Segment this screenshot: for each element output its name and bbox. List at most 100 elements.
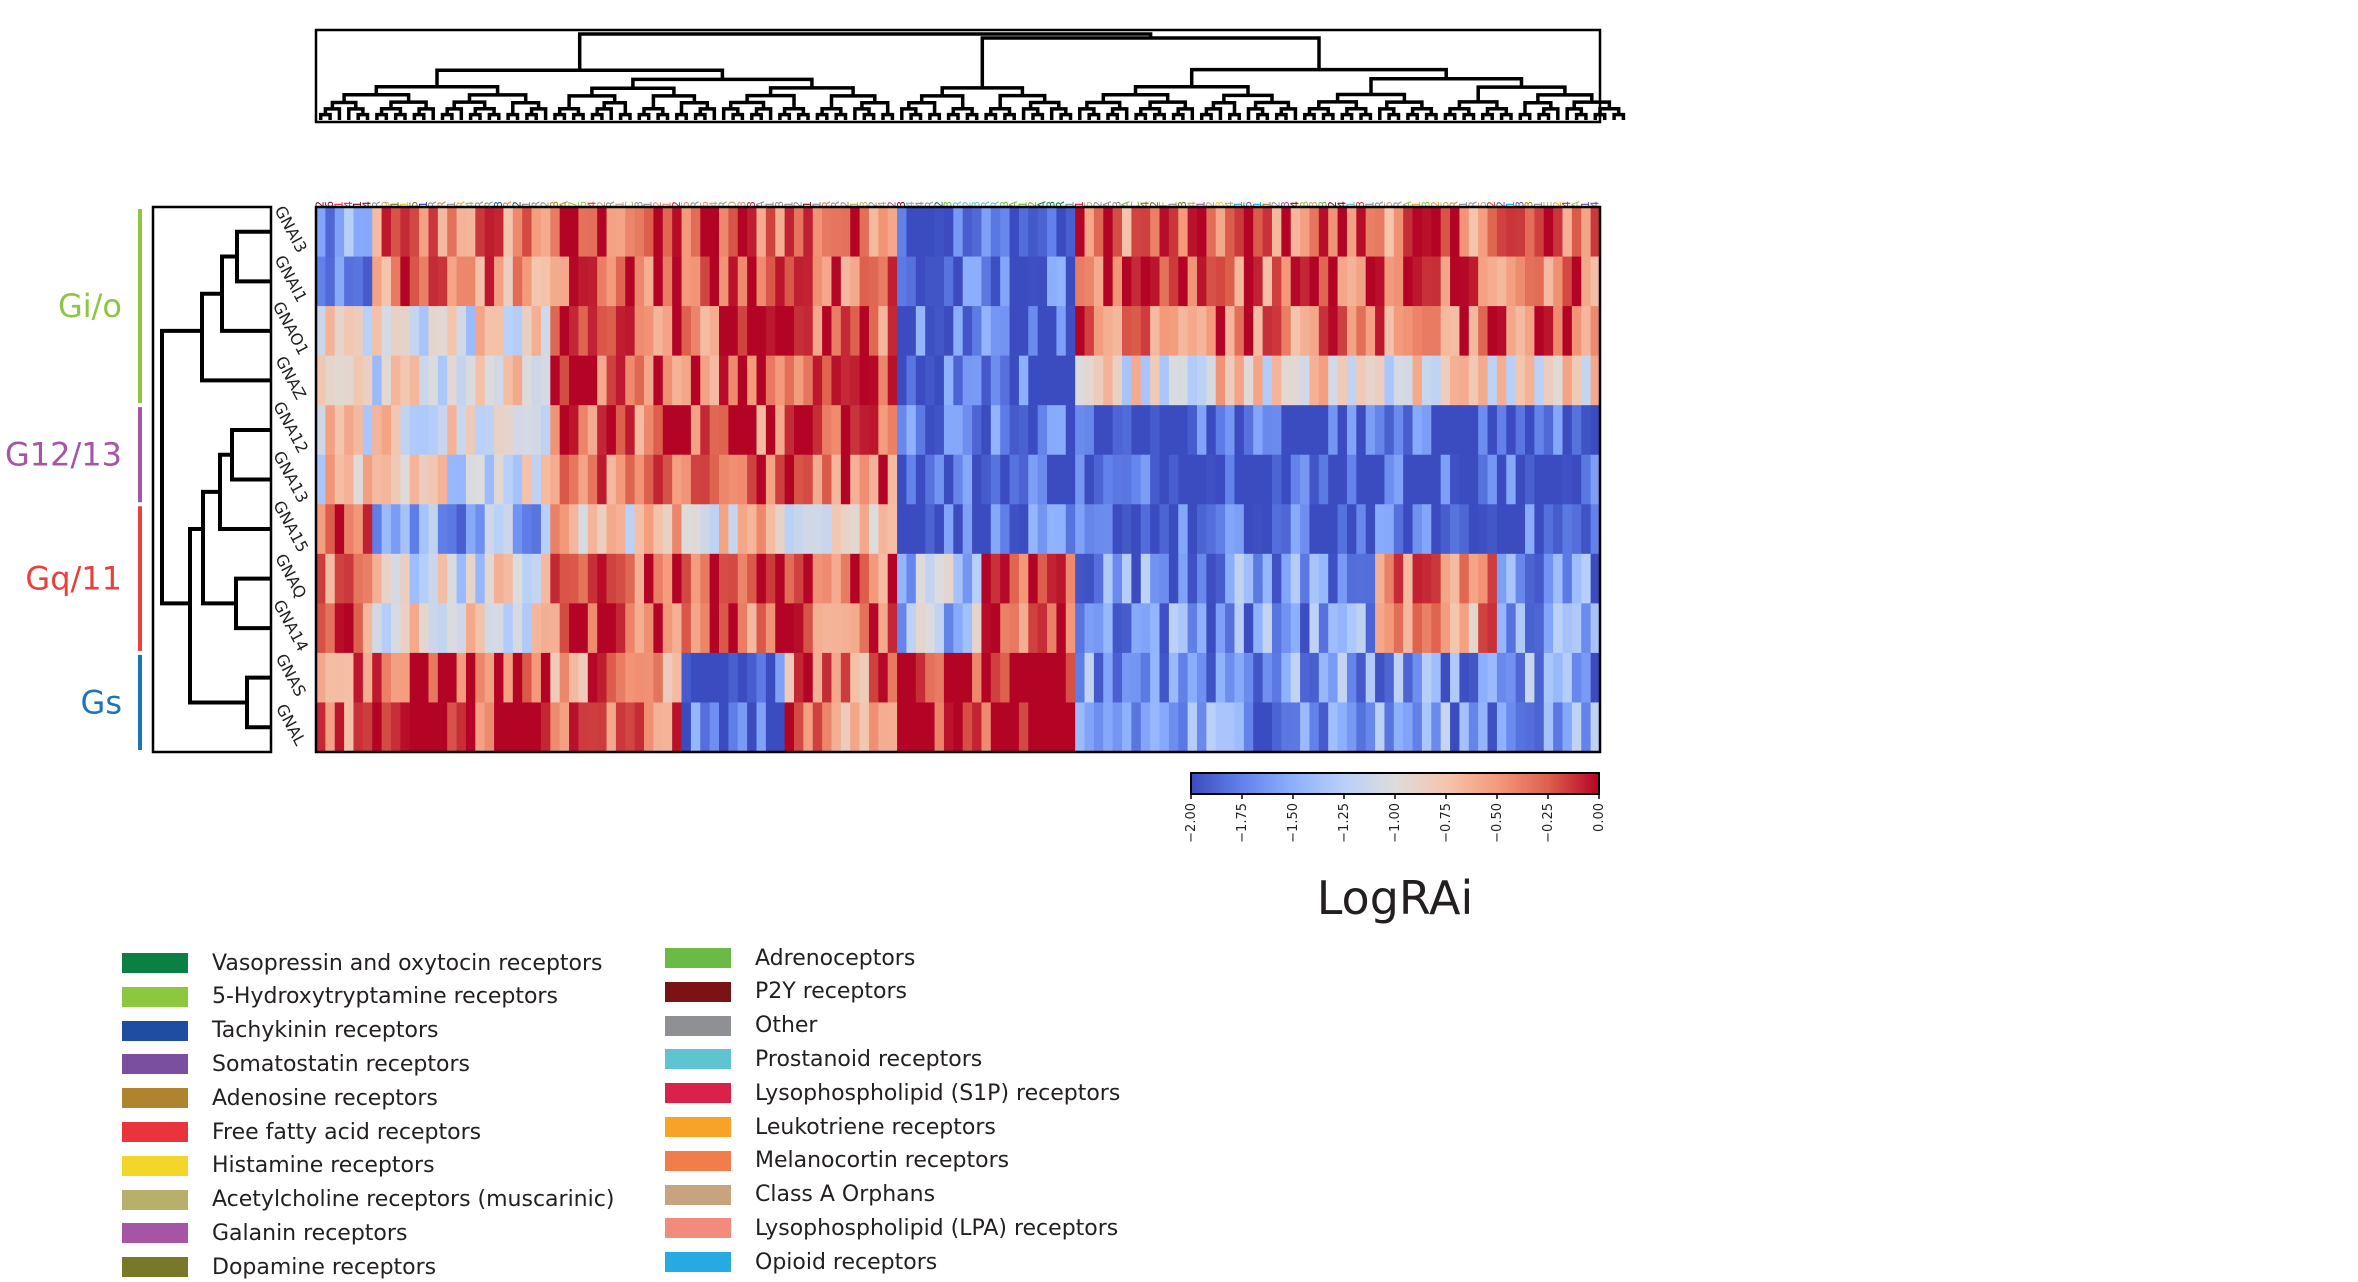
heatmap-cell: [615, 702, 626, 753]
heatmap-cell: [550, 405, 561, 456]
heatmap-cell: [1318, 405, 1329, 456]
heatmap-cell: [1496, 454, 1507, 505]
heatmap-cell: [1543, 652, 1554, 704]
heatmap-cell: [1506, 405, 1517, 456]
heatmap-cell: [1487, 702, 1498, 753]
heatmap-cell: [1365, 504, 1376, 555]
heatmap-cell: [644, 355, 654, 406]
heatmap-cell: [1525, 553, 1535, 604]
heatmap-cell: [494, 553, 505, 604]
heatmap-cell: [634, 306, 645, 357]
heatmap-cell: [831, 207, 842, 258]
heatmap-cell: [1206, 207, 1217, 258]
heatmap-cell: [587, 702, 598, 753]
heatmap-cell: [981, 207, 992, 258]
heatmap-cell: [906, 603, 917, 654]
heatmap-cell: [1196, 256, 1207, 307]
heatmap-cell: [1243, 504, 1254, 555]
heatmap-cell: [793, 207, 804, 258]
heatmap-cell: [381, 355, 392, 406]
heatmap-cell: [512, 256, 523, 307]
heatmap-cell: [672, 553, 683, 604]
heatmap-cell: [1525, 504, 1535, 555]
heatmap-cell: [1243, 405, 1254, 456]
heatmap-cell: [1431, 405, 1442, 456]
heatmap-cell: [915, 504, 926, 555]
heatmap-cell: [1478, 306, 1489, 357]
heatmap-cell: [1356, 454, 1367, 505]
heatmap-cell: [409, 553, 420, 604]
heatmap-cell: [672, 306, 683, 357]
heatmap-cell: [1234, 355, 1245, 406]
heatmap-cell: [1309, 454, 1320, 505]
heatmap-cell: [465, 355, 476, 406]
heatmap-cell: [334, 256, 345, 307]
heatmap-cell: [1496, 504, 1507, 555]
heatmap-cell: [1253, 504, 1264, 555]
heatmap-cell: [362, 256, 373, 307]
column-dendrogram-link: [618, 112, 632, 120]
heatmap-cell: [1112, 405, 1123, 456]
heatmap-cell: [531, 702, 542, 753]
heatmap-cell: [1562, 652, 1573, 704]
heatmap-cell: [344, 454, 355, 505]
heatmap-cell: [1356, 207, 1367, 258]
heatmap-cell: [1140, 256, 1151, 307]
heatmap-cell: [1403, 504, 1414, 555]
heatmap-cell: [831, 306, 842, 357]
heatmap-cell: [550, 504, 561, 555]
heatmap-cell: [334, 207, 345, 258]
heatmap-cell: [1384, 553, 1395, 604]
heatmap-cell: [972, 405, 983, 456]
heatmap-cell: [334, 553, 345, 604]
heatmap-cell: [1196, 405, 1207, 456]
heatmap-cell: [719, 207, 729, 258]
heatmap-cell: [1281, 355, 1292, 406]
heatmap-cell: [1384, 652, 1395, 704]
heatmap-cell: [522, 405, 533, 456]
heatmap-cell: [334, 454, 345, 505]
heatmap-cell: [700, 405, 711, 456]
heatmap-cell: [372, 405, 383, 456]
heatmap-cell: [353, 256, 364, 307]
colorbar-tick-label: −0.75: [1439, 803, 1454, 843]
heatmap-cell: [1084, 207, 1095, 258]
heatmap-cell: [868, 504, 879, 555]
heatmap-cell: [1103, 504, 1114, 555]
heatmap-cell: [1506, 306, 1517, 357]
heatmap-cell: [1168, 355, 1179, 406]
legend-swatch: [665, 948, 731, 968]
heatmap-cell: [662, 256, 673, 307]
heatmap-cell: [578, 603, 589, 654]
colorbar-tick-label: −2.00: [1184, 803, 1199, 843]
heatmap-cell: [1122, 652, 1132, 704]
heatmap-cell: [1225, 652, 1236, 704]
heatmap-cell: [1318, 306, 1329, 357]
heatmap-cell: [569, 504, 580, 555]
heatmap-cell: [494, 454, 505, 505]
heatmap-cell: [1412, 306, 1423, 357]
heatmap-cell: [1037, 553, 1048, 604]
heatmap-cell: [700, 306, 711, 357]
heatmap-cell: [1459, 504, 1470, 555]
heatmap-cell: [1506, 702, 1517, 753]
row-dendrogram-link: [160, 328, 202, 606]
heatmap-cell: [925, 603, 936, 654]
heatmap-cell: [690, 504, 701, 555]
heatmap-cell: [625, 652, 636, 704]
heatmap-cell: [1440, 454, 1451, 505]
heatmap-cell: [1384, 504, 1395, 555]
heatmap-cell: [540, 702, 551, 753]
heatmap-cell: [400, 603, 411, 654]
heatmap-cell: [672, 652, 683, 704]
heatmap-cell: [765, 454, 776, 505]
heatmap-cell: [887, 454, 898, 505]
heatmap-cell: [925, 355, 936, 406]
heatmap-cell: [1225, 306, 1236, 357]
heatmap-cell: [325, 603, 336, 654]
heatmap-cell: [1271, 652, 1282, 704]
heatmap-cell: [1206, 454, 1217, 505]
heatmap-cell: [690, 355, 701, 406]
heatmap-cell: [597, 207, 608, 258]
heatmap-cell: [1525, 702, 1535, 753]
